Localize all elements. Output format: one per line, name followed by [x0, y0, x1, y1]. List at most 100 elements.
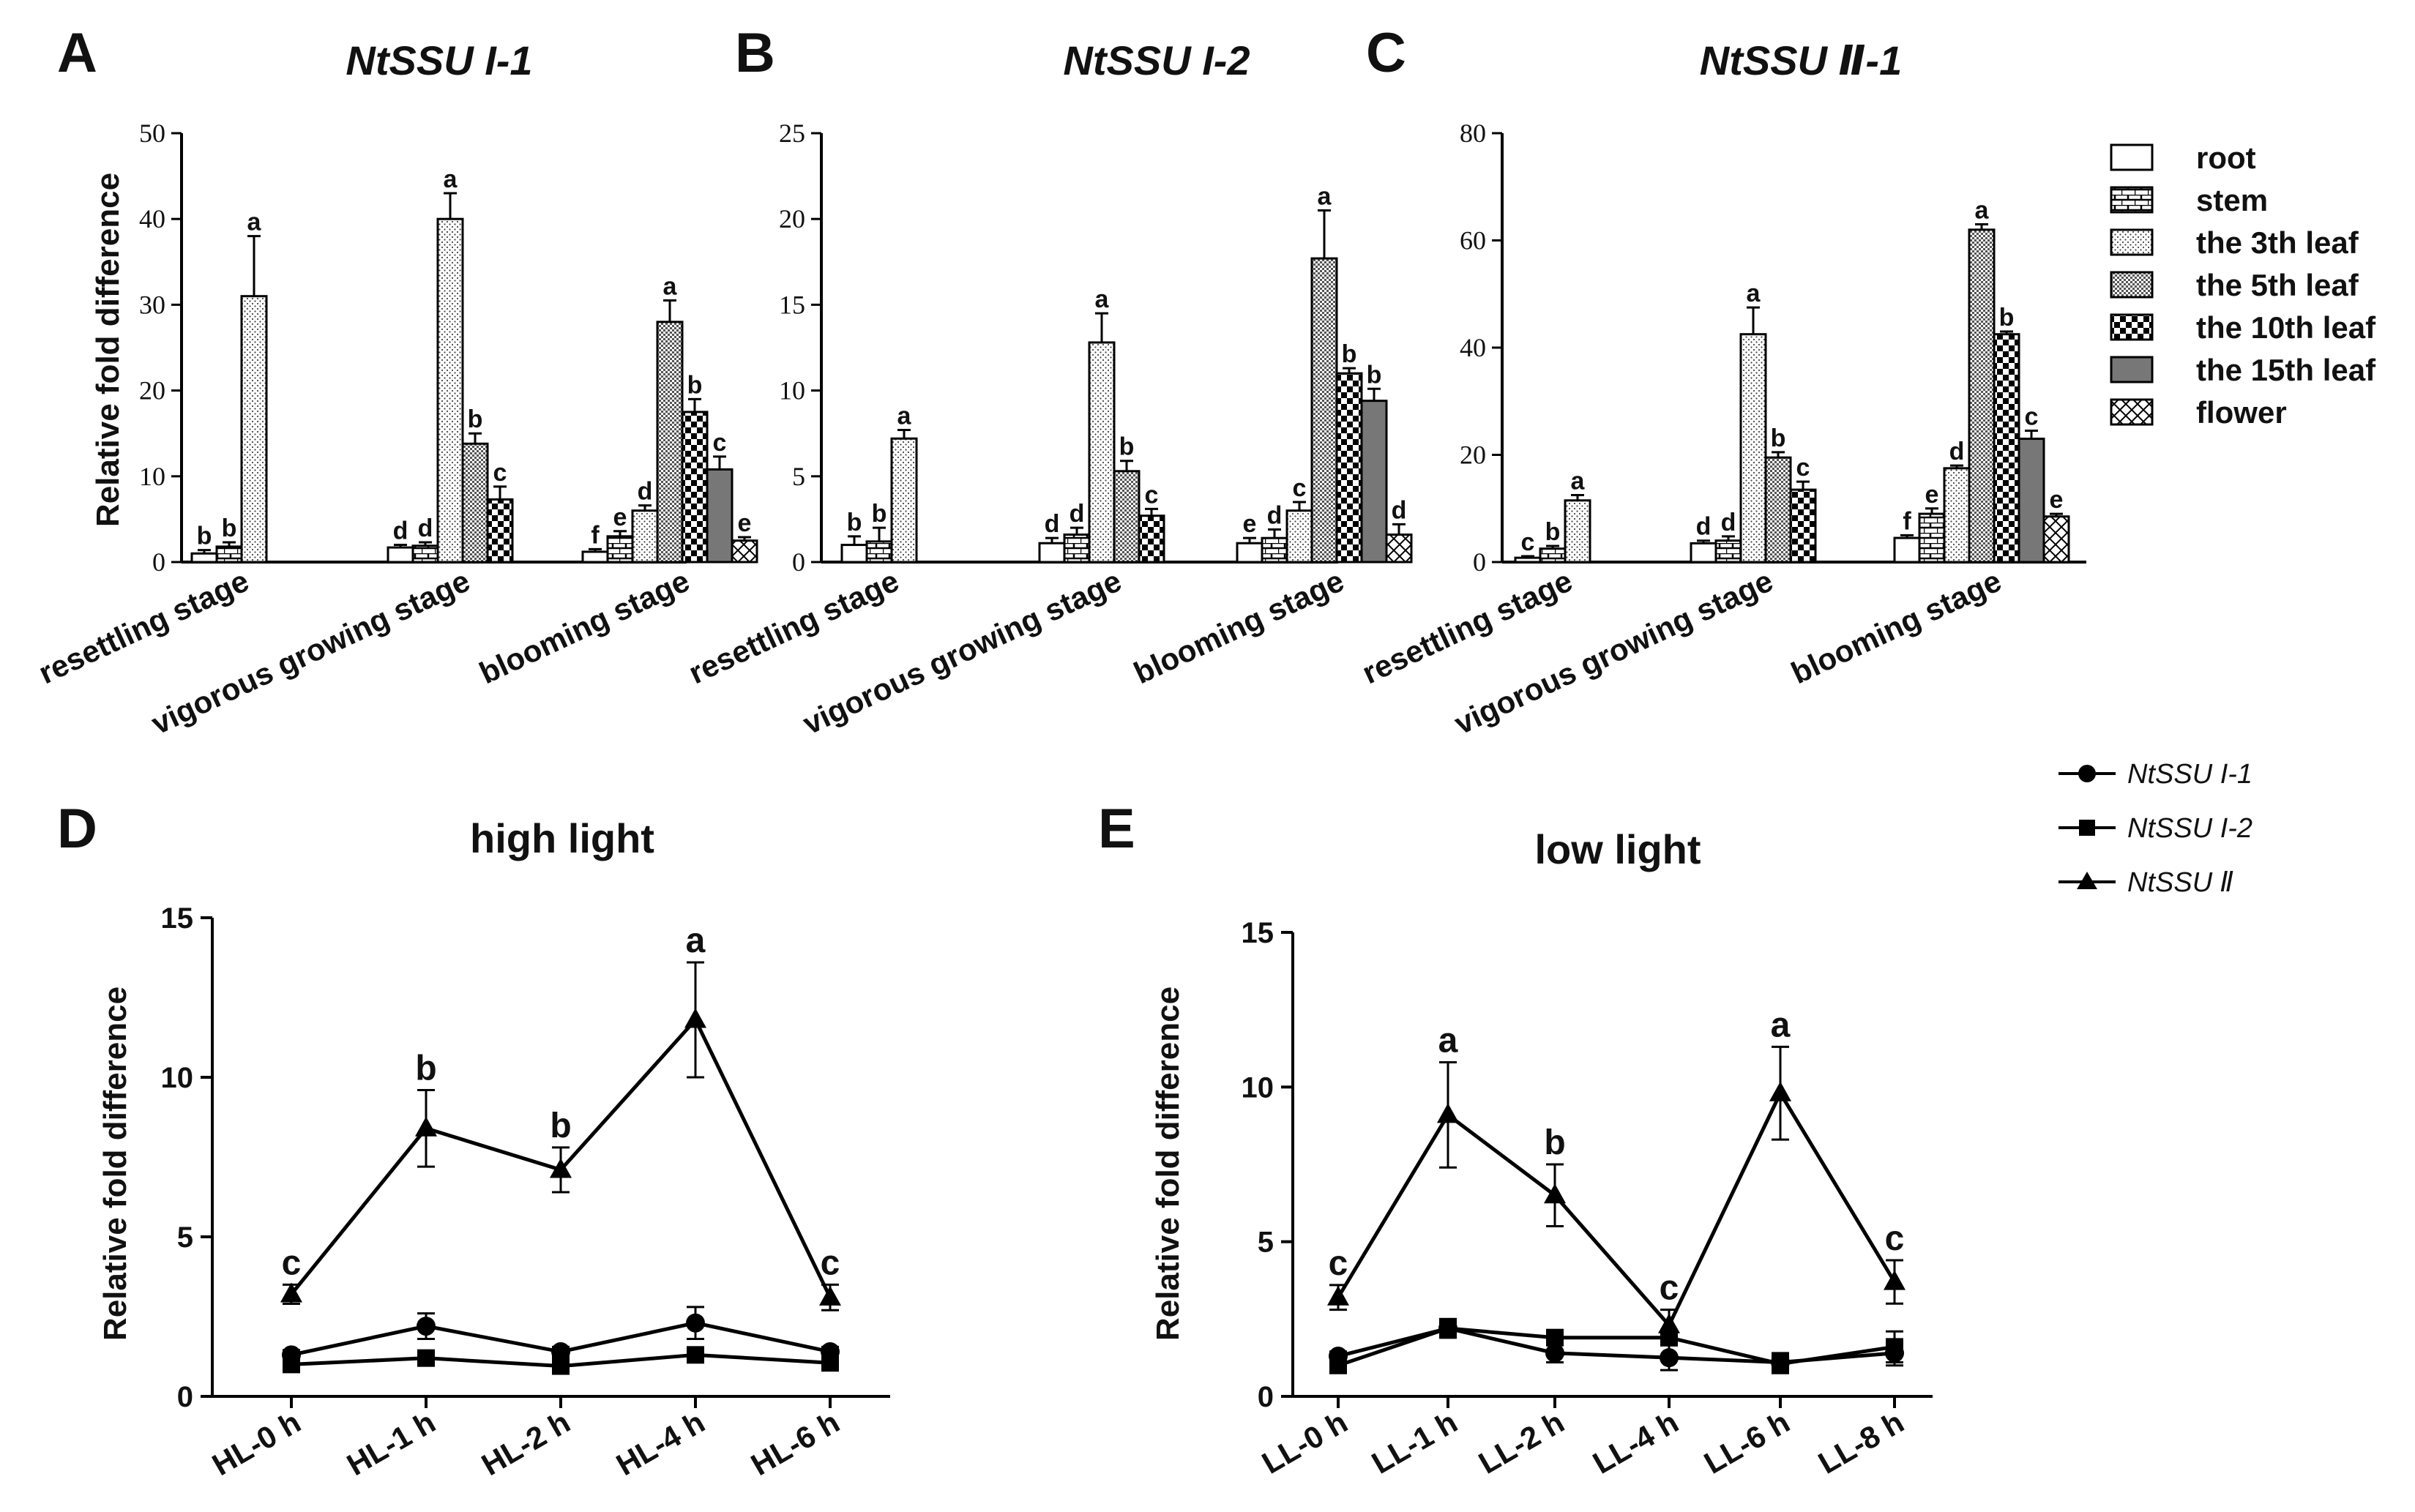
panel-a-ytick-label: 0	[152, 547, 165, 577]
panel-c-bar-the-3th-leaf	[1943, 467, 1971, 564]
panel-a-sig-label: d	[418, 514, 433, 542]
panel-e-ytick-label: 5	[1258, 1227, 1274, 1259]
panel-c-sig-label: c	[2025, 403, 2039, 431]
panel-e-point-ntssu-i-2	[1772, 1355, 1789, 1373]
panel-c-sig-label: d	[1949, 438, 1965, 465]
panel-d-point-ntssu-i-2	[821, 1354, 839, 1372]
panel-a-bar-the-5th-leaf	[656, 321, 684, 564]
panel-a-category-label: resettling stage	[34, 564, 254, 691]
panel-b-bar-the-3th-leaf	[1285, 509, 1313, 564]
panel-a-sig-label: c	[713, 429, 727, 457]
panel-b-ytick-label: 15	[779, 290, 805, 319]
panel-d-title: high light	[470, 815, 654, 861]
panel-c-sig-label: a	[1747, 280, 1761, 307]
tissue-legend: root stem the 3th leaf the 5th leaf the …	[2110, 141, 2376, 430]
panel-d-ytick-label: 0	[177, 1381, 193, 1413]
panel-letter-e: E	[1098, 798, 1135, 860]
legend-marker-square	[2079, 820, 2095, 836]
panel-b-sig-label: a	[1318, 182, 1332, 210]
legend-label-root: root	[2196, 141, 2256, 175]
panel-b-sig-label: d	[1267, 501, 1283, 529]
panel-a-bar-the-10th-leaf	[486, 498, 514, 564]
panel-c-sig-label: b	[1999, 304, 2015, 332]
panel-a-sig-label: f	[591, 521, 600, 549]
panel-e-point-ntssu-i-2	[1439, 1320, 1457, 1338]
panel-c-ytick-label: 20	[1460, 441, 1486, 470]
legend-label-ntssu-i2: NtSSU I-2	[2127, 813, 2252, 844]
panel-b-bar-stem	[1261, 536, 1288, 564]
panel-d-ytick-label: 5	[177, 1221, 193, 1254]
panel-c-sig-label: c	[1796, 454, 1810, 482]
panel-c-bar-the-10th-leaf	[1993, 333, 2020, 564]
panel-c-sig-label: d	[1721, 509, 1736, 536]
panel-e-sig-label: b	[1544, 1123, 1565, 1162]
panel-d-point-ntssu-	[550, 1158, 572, 1178]
panel-a-sig-label: d	[638, 478, 653, 506]
panel-b-sig-label: e	[1243, 510, 1257, 538]
panel-d-point-ntssu-i-2	[687, 1346, 704, 1364]
panel-c-title: NtSSU Ⅱ-1	[1700, 37, 1902, 83]
panel-c-sig-label: e	[1925, 481, 1939, 509]
panel-c-sig-label: c	[1521, 528, 1535, 556]
panel-e-xtick-label: LL-4 h	[1587, 1404, 1684, 1481]
panel-a-sig-label: d	[393, 517, 408, 545]
panel-b-sig-label: c	[1293, 474, 1307, 502]
panel-b-sig-label: b	[1342, 340, 1357, 368]
panel-b-bar-the-15th-leaf	[1360, 400, 1388, 564]
legend-label-10th-leaf: the 10th leaf	[2196, 310, 2376, 345]
panel-c-bar-the-15th-leaf	[2018, 438, 2045, 564]
legend-label-5th-leaf: the 5th leaf	[2196, 268, 2359, 302]
panel-d-point-ntssu-	[684, 1008, 706, 1028]
panel-e-line-ntssu-	[1336, 1089, 1897, 1329]
panel-a-bar-the-5th-leaf	[461, 442, 489, 564]
panel-d-point-ntssu-i-2	[283, 1355, 300, 1374]
panel-b-sig-label: a	[897, 403, 912, 430]
panel-b-bar-the-10th-leaf	[1335, 372, 1363, 564]
panel-e-sig-label: c	[1329, 1244, 1348, 1283]
panel-b-bar-flower	[1385, 533, 1413, 564]
panel-c-sig-label: e	[2050, 486, 2064, 514]
panel-a-bar-stem	[606, 535, 634, 564]
legend-swatch-15th-leaf	[2110, 356, 2154, 383]
panel-c-bar-the-5th-leaf	[1968, 228, 1996, 564]
legend-swatch-3th-leaf	[2110, 228, 2154, 256]
panel-a-ytick-label: 50	[139, 119, 165, 148]
panel-e-point-ntssu-	[1437, 1103, 1459, 1123]
panel-a-ylabel: Relative fold difference	[90, 173, 126, 527]
panel-d-point-ntssu-	[280, 1282, 302, 1303]
panel-a-sig-label: b	[687, 371, 703, 399]
panel-d-ytick-label: 10	[161, 1062, 194, 1094]
panel-a-sig-label: e	[613, 504, 627, 531]
panel-a-sig-label: b	[197, 523, 212, 550]
panel-b-ytick-label: 10	[779, 376, 805, 405]
panel-a-sig-label: c	[493, 459, 507, 487]
panel-d-point-ntssu-i-1	[686, 1313, 705, 1333]
panel-e-point-ntssu-i-2	[1546, 1328, 1564, 1347]
panel-a-bar-the-15th-leaf	[706, 468, 734, 564]
panel-d-point-ntssu-i-2	[552, 1357, 570, 1375]
legend-label-15th-leaf: the 15th leaf	[2196, 353, 2376, 387]
panel-d-sig-label: b	[415, 1049, 436, 1088]
panel-a-ytick-label: 10	[139, 462, 165, 491]
panel-b-bar-the-3th-leaf	[1088, 341, 1116, 564]
panel-d-xtick-label: HL-0 h	[206, 1404, 307, 1482]
panel-b-bar-root	[840, 544, 868, 564]
panel-e-xtick-label: LL-2 h	[1473, 1404, 1570, 1481]
panel-d-sig-label: b	[550, 1107, 571, 1145]
panel-a-sig-label: a	[247, 209, 262, 236]
series-legend: NtSSU I-1 NtSSU I-2 NtSSU Ⅱ	[2058, 759, 2252, 898]
panel-e-ytick-label: 15	[1242, 917, 1274, 949]
panel-e-xtick-label: LL-6 h	[1698, 1404, 1796, 1481]
panel-e-sig-label: c	[1660, 1269, 1679, 1308]
panel-a-title: NtSSU I-1	[346, 37, 532, 83]
legend-marker-triangle	[2077, 872, 2097, 889]
legend-label-ntssu-ii: NtSSU Ⅱ	[2127, 867, 2233, 898]
panel-b-sig-label: c	[1145, 481, 1159, 509]
panel-c-bar-the-3th-leaf	[1564, 499, 1591, 564]
panel-e-line-ntssu-i-1	[1337, 1326, 1895, 1365]
panel-c-ytick-label: 60	[1460, 226, 1486, 255]
panel-d-ytick-label: 15	[161, 902, 194, 935]
panel-b-sig-label: d	[1045, 510, 1060, 538]
panel-a-sig-label: a	[663, 273, 678, 301]
